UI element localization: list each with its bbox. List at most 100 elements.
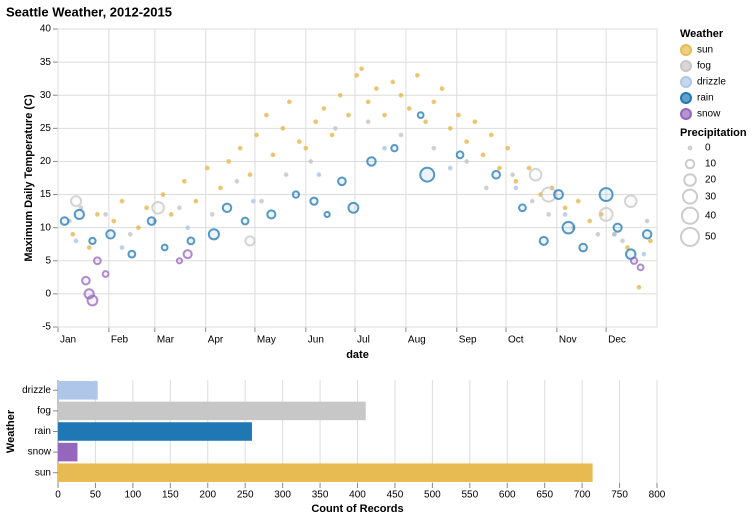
data-point (456, 112, 461, 118)
data-point (73, 238, 79, 244)
x-axis-title: Count of Records (311, 503, 403, 515)
data-point (480, 152, 486, 158)
data-point (168, 212, 174, 217)
legend-symbol (680, 92, 692, 104)
legend-label: 30 (705, 191, 717, 202)
y-tick-label: rain (34, 426, 51, 437)
legend-symbol (680, 108, 692, 120)
y-tick-label: 5 (45, 255, 51, 266)
x-tick-label: 100 (125, 490, 142, 501)
data-point (346, 112, 351, 118)
data-point (398, 92, 404, 98)
data-point (59, 216, 70, 226)
data-point (69, 195, 83, 208)
data-point (382, 145, 387, 151)
y-tick-label: snow (28, 447, 52, 458)
x-tick-label: Jan (60, 335, 76, 346)
x-tick-label: 500 (424, 490, 441, 501)
data-point (218, 185, 223, 191)
y-tick-label: 0 (45, 289, 51, 300)
data-point (562, 212, 568, 217)
data-point (390, 79, 396, 85)
data-point (398, 132, 404, 138)
y-tick-label: -5 (42, 322, 51, 333)
y-axis-title: Weather (5, 409, 17, 453)
data-point (366, 156, 377, 167)
data-point (431, 99, 437, 105)
legend-size-symbol (687, 145, 693, 151)
data-point (136, 225, 141, 231)
data-point (419, 166, 436, 183)
data-point (488, 132, 494, 138)
data-point (316, 172, 322, 178)
data-point (595, 231, 601, 237)
data-point (510, 172, 515, 178)
data-point (93, 256, 102, 266)
x-tick-label: Feb (111, 335, 129, 346)
y-tick-label: 30 (40, 90, 52, 101)
data-point (280, 125, 286, 131)
y-tick-label: 25 (40, 123, 52, 134)
data-point (623, 194, 638, 208)
x-tick-label: Jun (308, 335, 324, 346)
x-tick-label: Dec (608, 335, 626, 346)
x-tick-label: Aug (408, 335, 426, 346)
data-point (160, 192, 166, 197)
y-tick-label: drizzle (22, 385, 51, 396)
data-point (337, 92, 343, 98)
data-point (636, 263, 645, 272)
y-tick-label: 10 (40, 222, 52, 233)
data-point (86, 245, 92, 250)
chart-title: Seattle Weather, 2012-2015 (6, 4, 172, 19)
data-point (431, 145, 437, 151)
data-point (455, 150, 465, 160)
data-point (472, 119, 478, 125)
data-point (337, 176, 347, 187)
legend-label: 20 (705, 175, 717, 186)
legend-label: snow (697, 109, 721, 120)
data-point (354, 72, 360, 78)
data-point (546, 212, 552, 217)
data-point (598, 187, 614, 203)
x-tick-label: 700 (574, 490, 591, 501)
x-tick-label: 200 (199, 490, 216, 501)
bar (58, 422, 252, 441)
data-point (119, 198, 125, 204)
data-point (127, 249, 137, 259)
data-point (119, 245, 125, 250)
data-point (151, 200, 165, 215)
legend-symbol (680, 60, 692, 72)
data-point (186, 236, 196, 246)
data-point (620, 238, 625, 244)
x-tick-label: 50 (90, 490, 102, 501)
data-point (382, 112, 387, 118)
data-point (111, 218, 117, 224)
data-point (70, 231, 76, 237)
x-tick-label: Sep (459, 335, 477, 346)
data-point (226, 159, 232, 164)
legend-size-symbol (684, 158, 696, 170)
bar (58, 442, 78, 462)
data-point (439, 86, 445, 91)
data-point (88, 236, 97, 246)
data-point (283, 172, 289, 178)
data-point (416, 111, 425, 119)
x-tick-label: Apr (208, 335, 224, 346)
legend-label: 50 (705, 232, 717, 243)
data-point (313, 119, 319, 125)
legend-title: Weather (680, 28, 724, 40)
data-point (177, 205, 182, 211)
data-point (329, 132, 335, 138)
data-point (73, 208, 85, 221)
y-axis-title: Maximum Daily Temperature (C) (23, 94, 35, 262)
data-point (105, 229, 116, 240)
data-point (175, 257, 184, 265)
data-point (234, 178, 240, 184)
legend-size-symbol (679, 226, 701, 247)
y-tick-label: fog (37, 406, 51, 417)
data-point (185, 225, 191, 231)
data-point (247, 172, 253, 178)
bar (58, 463, 593, 482)
legend-symbol (680, 44, 692, 56)
